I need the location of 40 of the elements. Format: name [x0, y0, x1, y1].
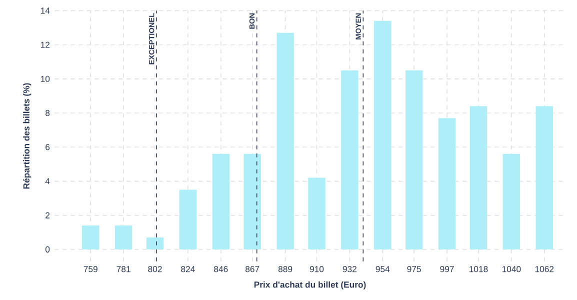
- x-tick-label: 867: [245, 266, 260, 272]
- x-tick-label: 759: [84, 266, 98, 272]
- x-tick-label: 975: [407, 266, 421, 272]
- bar: [374, 20, 392, 250]
- x-axis-title: Prix d'achat du billet (Euro): [254, 281, 366, 290]
- x-tick-label: 910: [310, 266, 324, 272]
- y-tick-label: 6: [46, 144, 50, 150]
- x-tick-label: 824: [181, 266, 195, 272]
- x-tick-label: 954: [376, 266, 390, 272]
- bar: [308, 178, 326, 250]
- bar: [536, 106, 553, 250]
- y-axis-title: Répartition des billets (%): [23, 83, 32, 189]
- y-tick-label: 8: [46, 110, 50, 116]
- bar: [82, 226, 100, 250]
- bar: [470, 106, 488, 250]
- bar: [341, 70, 358, 250]
- x-tick-label: 889: [278, 266, 292, 272]
- y-tick-label: 14: [40, 8, 50, 14]
- bar: [244, 154, 261, 250]
- y-tick-label: 0: [45, 246, 50, 252]
- y-tick-label: 10: [40, 76, 50, 82]
- bar: [438, 118, 456, 250]
- x-tick-label: 932: [342, 266, 356, 272]
- x-tick-label: 997: [440, 266, 454, 272]
- x-tick-label: 1062: [535, 266, 554, 272]
- y-tick-label: 2: [46, 212, 50, 218]
- x-tick-label: 1040: [502, 266, 521, 272]
- bar: [114, 226, 132, 250]
- x-tick-label: 846: [214, 266, 228, 272]
- x-tick-label: 1018: [470, 266, 488, 272]
- bar: [276, 32, 294, 250]
- y-tick-label: 4: [45, 178, 50, 184]
- bar: [146, 237, 164, 250]
- bar: [179, 190, 197, 250]
- x-tick-label: 781: [116, 266, 130, 272]
- bar: [502, 154, 520, 250]
- y-tick-label: 12: [40, 42, 50, 48]
- x-tick-label: 802: [148, 266, 162, 272]
- bar: [212, 154, 230, 250]
- bar: [405, 70, 423, 250]
